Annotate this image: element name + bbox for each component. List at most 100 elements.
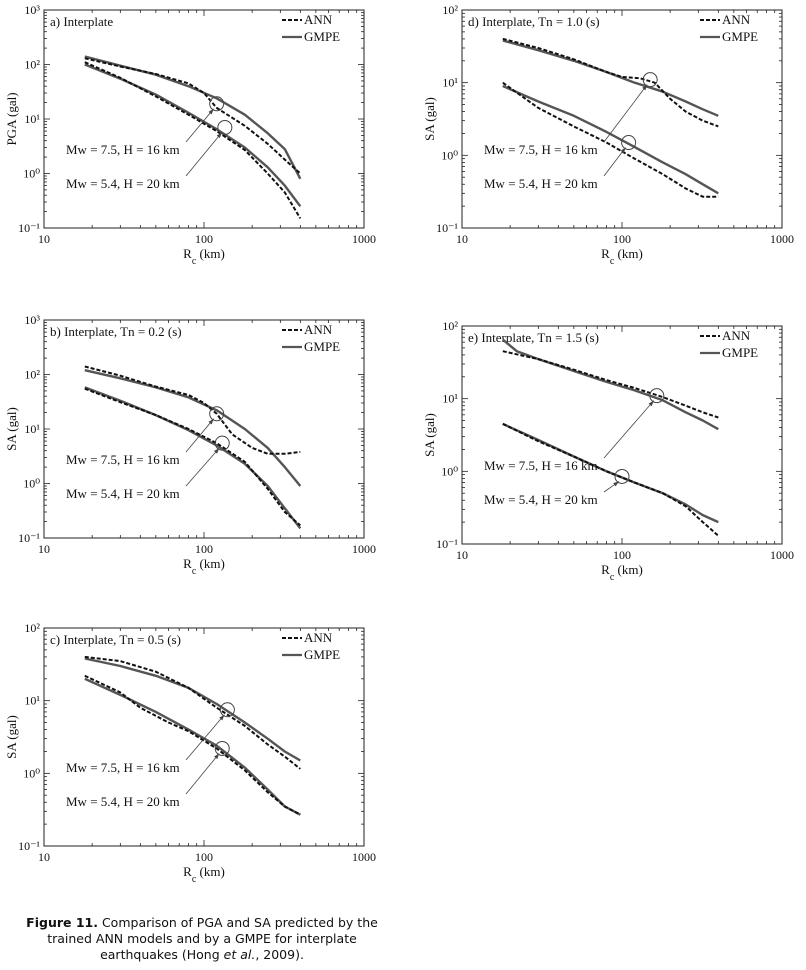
- x-tick-label: 10: [38, 232, 50, 246]
- annotation-arrow: [185, 418, 214, 453]
- legend-label-ann: ANN: [304, 630, 333, 645]
- y-tick-label: 10⁰: [441, 148, 458, 162]
- y-tick-label: 10³: [24, 313, 40, 327]
- figure-caption-et-al: et al.: [223, 947, 256, 962]
- y-tick-label: 10⁻¹: [18, 221, 40, 235]
- y-tick-label: 10⁻¹: [436, 221, 458, 235]
- x-tick-label: 10: [456, 232, 468, 246]
- annotation-arrowhead: [642, 84, 648, 91]
- y-tick-label: 10⁰: [441, 464, 458, 478]
- x-tick-label: 100: [195, 232, 213, 246]
- legend-label-gmpe: GMPE: [722, 345, 758, 360]
- annotation-arrowhead: [213, 448, 220, 454]
- legend-label-gmpe: GMPE: [304, 647, 340, 662]
- y-axis-label: SA (gal): [4, 407, 19, 451]
- annotation-circle: [614, 468, 630, 484]
- annotation-arrow: [185, 447, 220, 487]
- series-line-gmpe: [84, 369, 302, 487]
- series-line-ann: [502, 81, 719, 198]
- x-tick-label: 1000: [352, 542, 376, 556]
- chart-panel-c: 10 100 1000 10⁻¹ 10⁰ 10¹ 10² Rc (km) SA (gal) c) …: [4, 621, 376, 885]
- x-tick-label: 1000: [770, 232, 794, 246]
- x-tick-label: 100: [613, 548, 631, 562]
- y-tick-label: 10⁰: [23, 167, 40, 181]
- annotation-arrowhead: [216, 132, 222, 139]
- legend-label-gmpe: GMPE: [722, 29, 758, 44]
- y-tick-label: 10¹: [442, 76, 458, 90]
- figure-caption-label: Figure 11.: [26, 915, 98, 930]
- x-tick-label: 10: [38, 850, 50, 864]
- x-axis-label: Rc (km): [183, 864, 225, 885]
- y-tick-label: 10⁻¹: [18, 839, 40, 853]
- panel-label: a) Interplate: [50, 14, 113, 29]
- y-tick-label: 10³: [24, 3, 40, 17]
- annotation-arrowhead: [613, 481, 619, 487]
- series-line-ann: [502, 423, 719, 537]
- annotation-arrowhead: [214, 753, 220, 760]
- chart-panel-e: 10 100 1000 10⁻¹ 10⁰ 10¹ 10² Rc (km) SA (gal) e) …: [422, 319, 794, 583]
- y-axis-label: SA (gal): [422, 413, 437, 457]
- annotation-arrow: [185, 753, 220, 795]
- series-line-gmpe: [84, 677, 301, 816]
- figure-caption: Figure 11. Comparison of PGA and SA pred…: [8, 915, 396, 963]
- annotation-circle: [649, 388, 665, 404]
- annotation-arrow: [603, 400, 655, 459]
- annotation-arrow: [185, 132, 223, 177]
- annotation-label: Mw = 7.5, H = 16 km: [66, 452, 180, 467]
- figure-caption-text-2: , 2009).: [255, 947, 304, 962]
- panel-label: e) Interplate, Tn = 1.5 (s): [468, 330, 599, 345]
- chart-panel-b: 10 100 1000 10⁻¹ 10⁰ 10¹ 10² 10³ Rc (km) SA (gal)…: [4, 313, 376, 577]
- series-line-ann: [84, 387, 301, 527]
- annotation-circle: [642, 72, 658, 88]
- x-axis-label: Rc (km): [601, 562, 643, 583]
- panel-label: c) Interplate, Tn = 0.5 (s): [50, 632, 181, 647]
- annotation-label: Mw = 5.4, H = 20 km: [66, 176, 180, 191]
- annotation-label: Mw = 7.5, H = 16 km: [66, 760, 180, 775]
- legend-label-ann: ANN: [304, 12, 333, 27]
- annotation-label: Mw = 5.4, H = 20 km: [484, 176, 598, 191]
- x-tick-label: 10: [456, 548, 468, 562]
- annotation-label: Mw = 5.4, H = 20 km: [484, 492, 598, 507]
- series-line-ann: [84, 655, 301, 770]
- y-axis-label: SA (gal): [422, 97, 437, 141]
- series-line-gmpe: [502, 39, 719, 117]
- x-tick-label: 10: [38, 542, 50, 556]
- y-tick-label: 10¹: [442, 392, 458, 406]
- annotation-label: Mw = 7.5, H = 16 km: [484, 142, 598, 157]
- panel-label: d) Interplate, Tn = 1.0 (s): [468, 14, 600, 29]
- figure-caption-text-1: Comparison of PGA and SA predicted by th…: [47, 915, 378, 962]
- annotation-circle: [219, 702, 235, 718]
- annotation-arrowhead: [219, 714, 225, 721]
- y-tick-label: 10¹: [24, 422, 40, 436]
- annotation-label: Mw = 5.4, H = 20 km: [66, 486, 180, 501]
- series-line-gmpe: [84, 63, 302, 208]
- annotation-circle: [214, 740, 230, 756]
- y-tick-label: 10²: [442, 319, 458, 333]
- x-tick-label: 1000: [352, 850, 376, 864]
- x-axis-label: Rc (km): [183, 246, 225, 267]
- y-tick-label: 10⁻¹: [436, 537, 458, 551]
- y-tick-label: 10⁰: [23, 477, 40, 491]
- y-tick-label: 10²: [24, 621, 40, 635]
- x-axis-label: Rc (km): [183, 556, 225, 577]
- annotation-arrowhead: [208, 418, 214, 425]
- annotation-arrowhead: [208, 108, 214, 115]
- x-tick-label: 100: [195, 850, 213, 864]
- legend-label-gmpe: GMPE: [304, 339, 340, 354]
- x-tick-label: 1000: [352, 232, 376, 246]
- chart-panel-a: 10 100 1000 10⁻¹ 10⁰ 10¹ 10² 10³ Rc (km) PGA (gal…: [4, 3, 376, 267]
- y-tick-label: 10²: [442, 3, 458, 17]
- annotation-arrowhead: [620, 147, 626, 154]
- annotation-label: Mw = 7.5, H = 16 km: [66, 142, 180, 157]
- annotation-arrowhead: [648, 400, 654, 407]
- series-line-gmpe: [502, 84, 719, 195]
- y-tick-label: 10²: [24, 368, 40, 382]
- annotation-label: Mw = 5.4, H = 20 km: [66, 794, 180, 809]
- legend-label-gmpe: GMPE: [304, 29, 340, 44]
- x-tick-label: 1000: [770, 548, 794, 562]
- legend-label-ann: ANN: [304, 322, 333, 337]
- x-axis-label: Rc (km): [601, 246, 643, 267]
- annotation-circle: [209, 406, 225, 422]
- y-tick-label: 10⁰: [23, 766, 40, 780]
- chart-panel-d: 10 100 1000 10⁻¹ 10⁰ 10¹ 10² Rc (km) SA (gal) d) …: [422, 3, 794, 267]
